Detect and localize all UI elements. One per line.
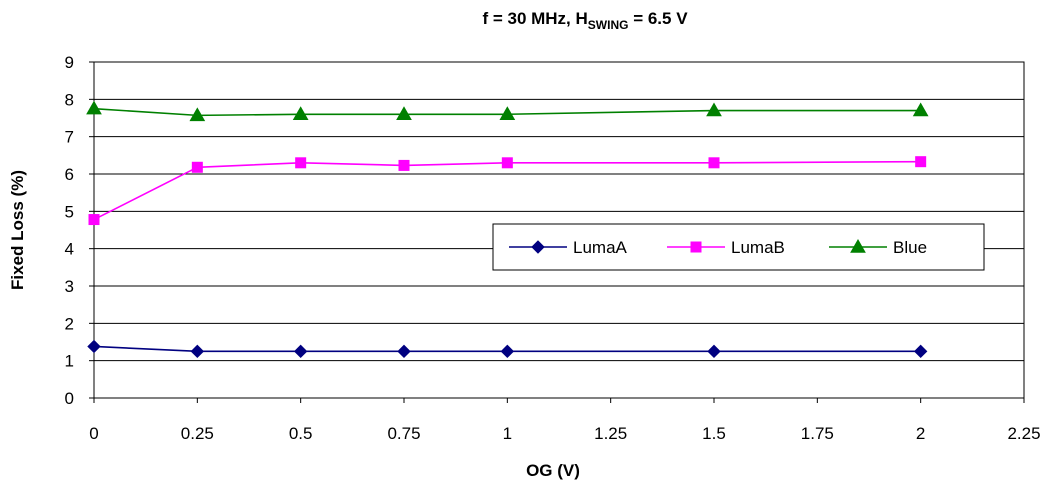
x-tick-label: 2 xyxy=(916,424,925,443)
x-tick-label: 0.5 xyxy=(289,424,313,443)
chart-title-subscript: SWING xyxy=(588,18,629,32)
y-tick-label: 5 xyxy=(65,202,74,221)
data-point-lumaa xyxy=(87,339,101,354)
data-point-blue xyxy=(292,106,309,121)
data-point-blue xyxy=(189,107,206,122)
x-tick-label: 1.25 xyxy=(594,424,627,443)
y-tick-label: 7 xyxy=(65,128,74,147)
y-tick-label: 6 xyxy=(65,165,74,184)
legend-marker-lumaa xyxy=(531,240,545,254)
chart-title-suffix: = 6.5 V xyxy=(628,9,688,28)
x-tick-label: 0 xyxy=(89,424,98,443)
legend-label-blue: Blue xyxy=(893,238,927,257)
data-point-lumaa xyxy=(293,344,308,359)
data-point-lumab xyxy=(398,159,410,171)
data-point-lumab xyxy=(295,157,307,169)
chart-title: f = 30 MHz, HSWING = 6.5 V xyxy=(482,9,688,32)
legend-marker-lumab xyxy=(690,241,702,253)
series-lumaa xyxy=(87,339,928,359)
data-point-lumaa xyxy=(913,344,928,359)
axis-ticks: 0 1 2 3 4 5 6 7 8 9 0 0.25 0.5 0.75 1 1.25 1.5 1.75 2 2.25 xyxy=(65,53,1041,443)
data-point-lumab xyxy=(191,161,203,173)
y-tick-label: 8 xyxy=(65,90,74,109)
plot-area xyxy=(93,61,1025,399)
data-point-lumaa xyxy=(397,344,411,359)
data-point-blue xyxy=(86,100,102,115)
x-tick-label: 1.5 xyxy=(702,424,726,443)
gridlines xyxy=(94,98,1024,362)
data-point-lumaa xyxy=(190,344,205,359)
y-tick-label: 4 xyxy=(65,240,74,259)
data-point-lumab xyxy=(501,157,513,169)
x-axis-title: OG (V) xyxy=(526,461,580,480)
series-layer xyxy=(86,100,929,359)
x-tick-label: 0.25 xyxy=(181,424,214,443)
legend-box xyxy=(492,223,985,271)
legend-marker-blue xyxy=(850,238,866,253)
y-tick-label: 2 xyxy=(65,314,74,333)
data-point-blue xyxy=(706,102,722,117)
data-point-blue xyxy=(912,102,929,117)
series-lumab xyxy=(88,156,927,226)
series-blue xyxy=(86,100,929,122)
y-tick-label: 3 xyxy=(65,277,74,296)
x-tick-label: 2.25 xyxy=(1007,424,1040,443)
data-point-lumaa xyxy=(500,344,515,359)
y-tick-label: 1 xyxy=(65,352,74,371)
legend-label-lumab: LumaB xyxy=(731,238,785,257)
y-tick-label: 9 xyxy=(65,53,74,72)
y-tick-label: 0 xyxy=(65,389,74,408)
data-point-lumab xyxy=(88,214,100,226)
data-point-lumaa xyxy=(707,344,721,359)
chart-title-prefix: f = 30 MHz, H xyxy=(482,9,587,28)
data-point-blue xyxy=(499,106,516,121)
x-tick-label: 1.75 xyxy=(801,424,834,443)
data-point-blue xyxy=(396,106,412,121)
data-point-lumab xyxy=(708,157,720,169)
x-tick-label: 1 xyxy=(503,424,512,443)
data-point-lumab xyxy=(915,156,927,168)
legend: LumaA LumaB Blue xyxy=(492,223,985,271)
y-axis-title: Fixed Loss (%) xyxy=(8,170,27,290)
legend-label-lumaa: LumaA xyxy=(573,238,628,257)
x-tick-label: 0.75 xyxy=(387,424,420,443)
